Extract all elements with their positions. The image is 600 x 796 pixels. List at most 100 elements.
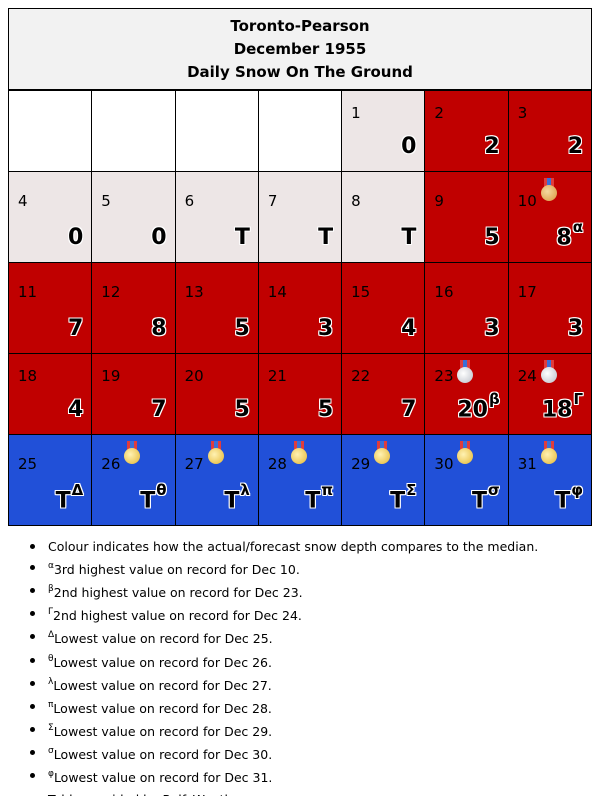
day-cell-20: 20 5 xyxy=(174,353,259,435)
day-cell-15: 15 4 xyxy=(341,262,426,354)
day-cell-17: 17 3 xyxy=(507,262,593,354)
snow-depth-value: 0 xyxy=(67,225,84,250)
footnote-marker: σ xyxy=(48,746,54,757)
day-number: 26 xyxy=(101,455,121,473)
snow-depth-value: Tφ xyxy=(555,480,583,513)
day-cell-25: 25 TΔ xyxy=(7,434,93,526)
day-number: 14 xyxy=(267,283,287,301)
footnote-item: φLowest value on record for Dec 31. xyxy=(30,765,538,788)
footnote-marker: Δ xyxy=(48,630,55,641)
snow-depth-value: Tσ xyxy=(471,480,500,513)
snow-depth-value: TΣ xyxy=(390,480,417,513)
snow-depth-value: T xyxy=(234,225,250,250)
day-number: 25 xyxy=(18,455,38,473)
day-number: 4 xyxy=(18,192,28,210)
record-footnote-marker: Δ xyxy=(71,480,84,499)
calendar-header: Toronto-Pearson December 1955 Daily Snow… xyxy=(8,8,592,90)
footnote-marker: φ xyxy=(48,769,54,780)
snow-depth-value: 8 xyxy=(151,316,167,341)
empty-day-cell xyxy=(174,90,259,172)
snow-depth-value: 3 xyxy=(484,316,500,341)
footnote-item: λLowest value on record for Dec 27. xyxy=(30,673,538,696)
footnote-marker: θ xyxy=(48,653,54,664)
gold-medal-icon xyxy=(121,441,143,465)
snow-depth-value: Tπ xyxy=(305,480,334,513)
day-cell-29: 29 TΣ xyxy=(341,434,426,526)
metric-title: Daily Snow On The Ground xyxy=(187,62,413,81)
record-footnote-marker: λ xyxy=(240,480,250,499)
footnote-item: σLowest value on record for Dec 30. xyxy=(30,742,538,765)
snow-depth-value: TΔ xyxy=(55,480,84,513)
day-number: 31 xyxy=(517,455,537,473)
day-cell-27: 27 Tλ xyxy=(174,434,259,526)
day-number: 13 xyxy=(184,283,204,301)
day-number: 22 xyxy=(351,367,371,385)
snow-depth-value: 20β xyxy=(457,389,500,422)
footnote-marker: β xyxy=(48,584,54,595)
snow-depth-value: 5 xyxy=(317,397,334,422)
snow-depth-value: 4 xyxy=(67,397,84,422)
day-number: 1 xyxy=(351,104,361,122)
snow-depth-value: 8α xyxy=(556,217,583,250)
day-number: 8 xyxy=(351,192,361,210)
day-cell-31: 31 Tφ xyxy=(507,434,593,526)
day-number: 20 xyxy=(184,367,204,385)
bronze-medal-icon xyxy=(538,178,560,202)
footnote-item: Table provided by RolfsWeather.ca xyxy=(30,789,538,796)
day-number: 23 xyxy=(434,367,454,385)
footnote-item: ΣLowest value on record for Dec 29. xyxy=(30,719,538,742)
snow-depth-value: T xyxy=(318,225,334,250)
footnote-marker: α xyxy=(48,561,54,571)
record-footnote-marker: Γ xyxy=(573,389,583,408)
footnote-text: Colour indicates how the actual/forecast… xyxy=(48,539,539,554)
footnote-item: πLowest value on record for Dec 28. xyxy=(30,696,538,719)
day-number: 19 xyxy=(101,367,121,385)
snow-depth-value: 5 xyxy=(484,225,500,250)
record-footnote-marker: β xyxy=(488,389,500,408)
snow-depth-value: 3 xyxy=(567,316,583,341)
day-cell-23: 23 20β xyxy=(424,353,509,435)
snow-depth-value: 0 xyxy=(151,225,167,250)
snow-depth-value: 2 xyxy=(567,134,583,159)
footnote-text: Lowest value on record for Dec 28. xyxy=(53,701,272,717)
snow-depth-value: 4 xyxy=(401,316,417,341)
day-number: 30 xyxy=(434,455,454,473)
footnote-item: Γ2nd highest value on record for Dec 24. xyxy=(30,603,538,626)
day-number: 3 xyxy=(517,104,528,122)
footnote-item: ΔLowest value on record for Dec 25. xyxy=(30,626,538,649)
gold-medal-icon xyxy=(205,441,227,465)
footnote-text: Lowest value on record for Dec 29. xyxy=(53,724,273,740)
day-number: 15 xyxy=(351,283,371,301)
day-number: 12 xyxy=(101,283,121,301)
day-number: 29 xyxy=(351,455,371,473)
footnote-item: Colour indicates how the actual/forecast… xyxy=(30,536,538,557)
footnote-text: Lowest value on record for Dec 27. xyxy=(53,677,272,693)
calendar-week-row: 11 7 12 8 13 5 14 3 15 4 16 3 17 3 xyxy=(7,262,593,354)
record-footnote-marker: σ xyxy=(488,480,500,499)
footnote-text: Lowest value on record for Dec 30. xyxy=(53,747,273,763)
snow-depth-value: Tθ xyxy=(140,480,167,513)
day-cell-10: 10 8α xyxy=(507,171,593,263)
day-cell-16: 16 3 xyxy=(424,262,509,354)
footnote-text: Lowest value on record for Dec 25. xyxy=(54,631,273,647)
empty-day-cell xyxy=(91,90,176,172)
day-cell-11: 11 7 xyxy=(7,262,93,354)
footnote-text: 3rd highest value on record for Dec 10. xyxy=(53,562,300,578)
day-cell-24: 24 18Γ xyxy=(507,353,593,435)
day-cell-18: 18 4 xyxy=(7,353,93,435)
footnote-text: 2nd highest value on record for Dec 23. xyxy=(53,585,303,601)
snow-depth-value: 7 xyxy=(401,397,417,422)
calendar-widget: Toronto-Pearson December 1955 Daily Snow… xyxy=(7,8,593,526)
day-number: 27 xyxy=(184,455,204,473)
footnote-text: 2nd highest value on record for Dec 24. xyxy=(53,608,302,624)
calendar-grid: 1 0 2 2 3 2 4 0 5 0 6 T 7 T 8 T 9 5 10 8α 11 7 12 8 13 5 14 3 15 4 16 3… xyxy=(7,90,593,526)
gold-medal-icon xyxy=(288,441,310,465)
gold-medal-icon xyxy=(538,441,560,465)
day-number: 21 xyxy=(267,367,287,385)
record-footnote-marker: π xyxy=(321,480,334,499)
